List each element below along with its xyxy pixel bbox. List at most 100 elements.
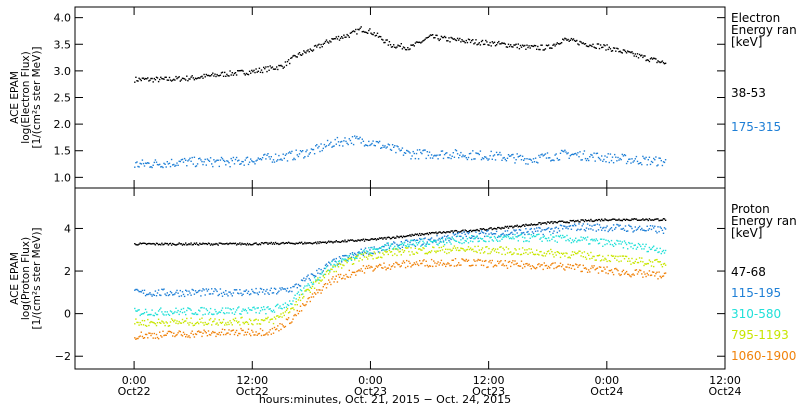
data-point <box>567 256 569 259</box>
data-point <box>425 243 427 245</box>
data-point <box>167 330 170 333</box>
data-point <box>320 43 322 46</box>
data-point <box>443 243 446 246</box>
data-point <box>643 157 645 159</box>
data-point <box>146 162 148 165</box>
data-point <box>633 274 635 276</box>
data-point <box>323 241 326 244</box>
data-point <box>310 49 313 51</box>
data-point <box>331 38 333 40</box>
data-point <box>566 266 568 268</box>
data-point <box>186 165 188 167</box>
data-point <box>333 258 335 260</box>
data-point <box>211 163 213 165</box>
data-point <box>471 158 473 161</box>
data-point <box>179 243 181 245</box>
data-point <box>217 324 219 326</box>
data-point <box>135 243 137 246</box>
data-point <box>521 247 524 249</box>
data-point <box>401 249 404 251</box>
data-point <box>649 225 652 227</box>
data-point <box>584 219 587 221</box>
data-point <box>485 240 487 243</box>
data-point <box>423 259 425 261</box>
x-tick-date: Oct23 <box>354 385 387 398</box>
data-point <box>564 269 566 271</box>
data-point <box>481 231 484 234</box>
data-point <box>629 242 631 245</box>
data-point <box>588 219 590 221</box>
data-point <box>175 334 177 337</box>
data-point <box>637 227 640 229</box>
data-point <box>321 46 323 48</box>
data-point <box>200 243 202 245</box>
data-point <box>500 246 502 248</box>
data-point <box>306 285 308 287</box>
data-point <box>539 222 541 224</box>
data-point <box>543 154 545 156</box>
data-point <box>453 230 456 232</box>
data-point <box>493 233 496 235</box>
data-point <box>497 42 499 44</box>
data-point <box>497 248 499 250</box>
data-point <box>199 77 201 79</box>
data-point <box>320 143 322 145</box>
data-point <box>357 239 359 241</box>
data-point <box>373 251 375 253</box>
data-point <box>364 252 367 254</box>
data-point <box>300 279 303 281</box>
data-point <box>618 260 620 263</box>
data-point <box>306 288 308 291</box>
data-point <box>557 251 560 253</box>
data-point <box>229 333 231 336</box>
data-point <box>185 79 187 81</box>
data-point <box>263 289 265 291</box>
data-point <box>641 227 643 230</box>
data-point <box>566 226 568 228</box>
data-point <box>533 267 536 269</box>
data-point <box>570 154 573 156</box>
data-point <box>450 264 452 267</box>
data-point <box>409 48 411 50</box>
data-point <box>276 160 278 162</box>
data-point <box>506 267 509 269</box>
data-point <box>429 251 432 254</box>
data-point <box>339 263 342 266</box>
data-point <box>663 227 666 229</box>
data-point <box>148 80 150 82</box>
data-point <box>396 46 398 48</box>
data-point <box>634 53 636 55</box>
data-point <box>228 323 230 326</box>
legend-title: Energy ran <box>731 214 797 228</box>
data-point <box>320 280 322 282</box>
data-point <box>281 308 283 310</box>
data-point <box>455 39 458 42</box>
data-point <box>599 159 602 161</box>
data-point <box>419 41 421 43</box>
data-point <box>552 159 554 161</box>
data-point <box>273 161 276 163</box>
data-point <box>138 290 140 293</box>
data-point <box>645 218 647 220</box>
data-point <box>322 286 324 288</box>
data-point <box>259 323 262 325</box>
data-point <box>556 266 558 268</box>
data-point <box>407 247 409 249</box>
data-point <box>328 261 330 263</box>
data-point <box>324 264 327 266</box>
data-point <box>417 248 420 250</box>
data-point <box>315 44 317 47</box>
data-point <box>592 156 594 158</box>
data-point <box>605 219 607 221</box>
data-point <box>253 291 255 294</box>
data-point <box>317 277 319 279</box>
data-point <box>649 274 652 277</box>
data-point <box>636 219 639 221</box>
data-point <box>630 162 632 164</box>
data-point <box>253 161 255 163</box>
data-point <box>463 231 465 233</box>
data-point <box>292 285 294 288</box>
data-point <box>203 73 205 76</box>
data-point <box>413 234 415 236</box>
data-point <box>596 223 599 225</box>
